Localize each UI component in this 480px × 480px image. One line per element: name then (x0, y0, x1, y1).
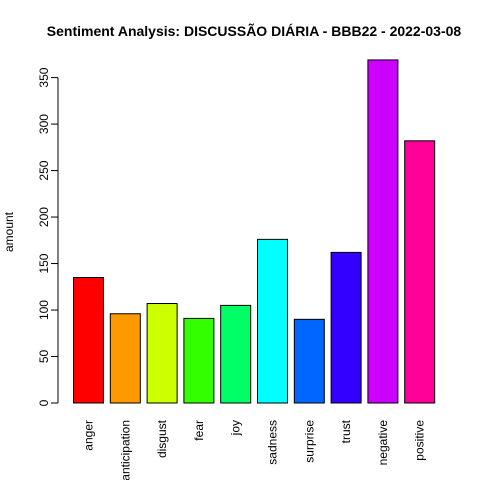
y-axis-title: amount (2, 211, 16, 252)
bar-anger (73, 276, 104, 404)
x-tick-label-anticipation: anticipation (118, 420, 132, 480)
bars (73, 59, 436, 404)
y-tick-label: 200 (37, 207, 51, 227)
bar-trust (330, 251, 362, 404)
x-tick-label-disgust: disgust (155, 419, 169, 458)
x-tick-label-positive: positive (413, 420, 427, 461)
y-tick-label: 300 (37, 114, 51, 134)
bar-fear (183, 317, 215, 404)
x-tick-label-surprise: surprise (302, 420, 316, 463)
y-tick-label: 350 (37, 67, 51, 87)
bar-anticipation (109, 313, 141, 404)
y-axis: 0 50 100 150 200 250 300 350 (37, 67, 59, 406)
bar-negative (367, 59, 399, 404)
chart-title: Sentiment Analysis: DISCUSSÃO DIÁRIA - B… (47, 22, 462, 39)
x-tick-label-trust: trust (339, 419, 353, 443)
x-tick-label-sadness: sadness (266, 420, 280, 465)
bar-disgust (146, 303, 178, 404)
y-tick-label: 50 (37, 350, 51, 364)
x-tick-label-fear: fear (192, 420, 206, 441)
y-tick-label: 150 (37, 253, 51, 273)
y-tick-label: 250 (37, 160, 51, 180)
x-tick-label-anger: anger (82, 420, 96, 451)
bar-surprise (293, 318, 325, 404)
x-tick-label-joy: joy (229, 420, 243, 436)
y-tick-label: 0 (37, 399, 51, 406)
y-tick-label: 100 (37, 300, 51, 320)
bar-positive (404, 140, 436, 404)
x-tick-label-negative: negative (376, 420, 390, 466)
x-axis-labels: anger anticipation disgust fear joy sadness su… (82, 419, 427, 480)
bar-joy (220, 304, 252, 404)
bar-sadness (257, 238, 288, 404)
